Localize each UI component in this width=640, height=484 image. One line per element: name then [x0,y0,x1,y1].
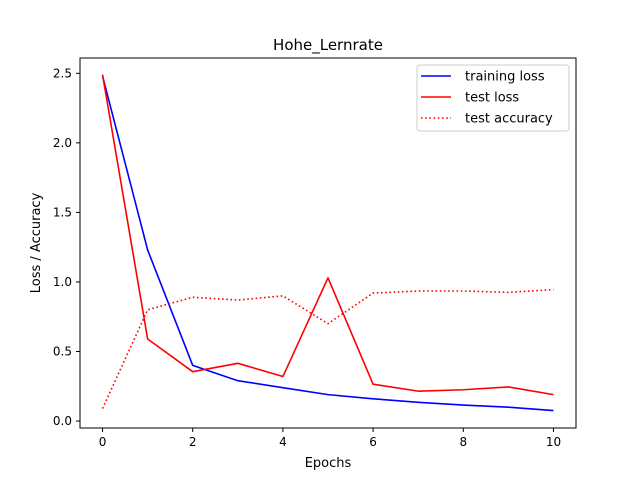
series-line-test-accuracy [101,288,554,409]
plot-frame [79,57,577,429]
x-tick-label: 2 [189,435,197,449]
plot-layer [101,74,554,412]
x-axis-label: Epochs [305,456,352,471]
x-tick-label: 8 [459,435,467,449]
legend: training loss test loss test accuracy [416,64,570,132]
y-tick-label: 0.0 [53,414,72,428]
y-tick-label: 1.0 [53,275,72,289]
x-tick-label: 10 [546,435,561,449]
legend-label: test accuracy [465,112,553,127]
legend-box [416,64,570,132]
tick-layer: 0 2 4 6 8 10 0.0 0.5 1.0 1.5 2.0 2.5 [53,66,561,449]
x-tick-label: 4 [279,435,287,449]
legend-label: test loss [465,91,519,106]
x-tick-label: 0 [99,435,107,449]
legend-label: training loss [465,70,545,85]
series-line-training-loss [101,75,554,412]
series-line-test-loss [101,74,554,396]
chart-title: Hohe_Lernrate [273,36,383,55]
y-tick-label: 0.5 [53,344,72,358]
y-axis-label: Loss / Accuracy [29,192,44,293]
y-tick-label: 1.5 [53,205,72,219]
y-tick-label: 2.5 [53,66,72,80]
x-tick-label: 6 [369,435,377,449]
y-tick-label: 2.0 [53,136,72,150]
